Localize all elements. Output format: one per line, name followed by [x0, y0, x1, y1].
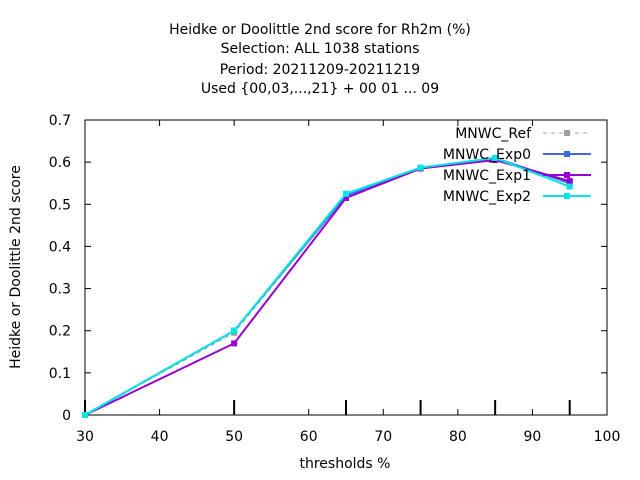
data-point: [417, 164, 424, 171]
y-tick-label: 0.3: [49, 282, 71, 298]
x-tick-label: 80: [449, 429, 467, 445]
x-tick-label: 100: [594, 429, 621, 445]
y-tick-label: 0.1: [49, 366, 71, 382]
x-tick-label: 60: [300, 429, 318, 445]
x-tick-label: 40: [151, 429, 169, 445]
data-point: [82, 412, 88, 418]
y-tick-label: 0.5: [49, 197, 71, 213]
x-axis-label: thresholds %: [299, 456, 391, 472]
data-point: [492, 154, 499, 161]
legend-label: MNWC_Ref: [455, 126, 532, 142]
y-tick-label: 0.4: [49, 239, 71, 255]
data-point: [566, 183, 573, 190]
series-line: [84, 156, 571, 416]
y-axis-label: Heidke or Doolittle 2nd score: [8, 165, 24, 369]
legend-label: MNWC_Exp2: [443, 189, 531, 205]
x-tick-label: 30: [76, 429, 94, 445]
x-tick-label: 90: [524, 429, 542, 445]
x-tick-label: 70: [374, 429, 392, 445]
legend-label: MNWC_Exp1: [443, 168, 531, 184]
chart-title-line-2: Selection: ALL 1038 stations: [220, 41, 420, 57]
y-tick-label: 0.6: [49, 155, 71, 171]
data-point: [343, 194, 349, 201]
legend-swatch-marker: [564, 172, 570, 178]
chart-title-line-4: Used {00,03,...,21} + 00 01 ... 09: [200, 81, 440, 97]
chart-title-line-1: Heidke or Doolittle 2nd score for Rh2m (…: [169, 22, 471, 38]
data-point: [343, 190, 349, 197]
y-tick-label: 0: [62, 408, 71, 424]
legend-label: MNWC_Exp0: [443, 147, 531, 163]
series-MNWC_Exp2: [82, 154, 573, 418]
legend-swatch-marker: [564, 193, 570, 199]
data-point: [231, 340, 238, 347]
x-tick-label: 50: [225, 429, 243, 445]
legend: MNWC_Ref MNWC_Exp0 MNWC_Exp1 MNWC_Exp2: [443, 126, 591, 205]
axis-ticks: 30 40 50 60 70 80 90 100 0 0.1 0.2 0.3 0.4 0.5 0.6 0.7: [49, 113, 621, 445]
chart-title-line-3: Period: 20211209-20211219: [219, 62, 421, 78]
y-tick-label: 0.2: [49, 324, 71, 340]
legend-swatch-marker: [564, 151, 570, 157]
data-point: [231, 327, 238, 334]
legend-swatch-marker: [564, 130, 570, 136]
y-tick-label: 0.7: [49, 113, 71, 129]
data-point: [566, 178, 573, 185]
series-layer: [82, 154, 573, 418]
